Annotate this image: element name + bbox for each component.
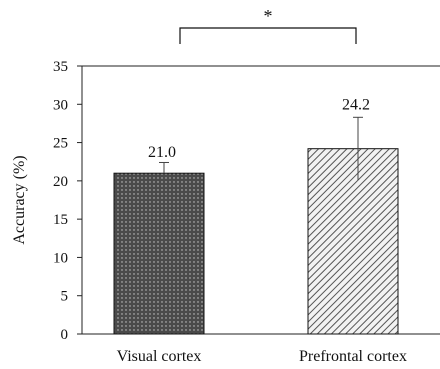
y-tick-label: 35 [53,59,68,75]
error-bars-group [159,116,363,181]
x-axis-labels: Visual cortex Prefrontal cortex [117,348,407,365]
data-label: 24.2 [342,96,370,113]
y-axis-ticks: 0 5 10 15 20 25 30 35 [53,59,82,343]
y-tick-label: 5 [61,289,69,305]
significance-star: * [264,6,273,26]
significance-bracket: * [179,6,357,44]
bars-group [113,148,399,335]
y-tick-label: 30 [53,97,68,113]
bar-visual-cortex [113,172,205,335]
data-label: 21.0 [148,144,176,161]
y-tick-label: 20 [53,174,68,190]
y-tick-label: 15 [53,212,68,228]
y-tick-label: 25 [53,136,68,152]
x-tick-label: Prefrontal cortex [299,348,407,365]
bar-prefrontal-cortex [307,148,399,335]
data-labels-group: 21.0 24.2 [148,96,370,161]
y-tick-label: 10 [53,250,68,266]
y-tick-label: 0 [61,327,69,343]
y-axis-title: Accuracy (%) [11,155,28,244]
significance-bracket-line [179,27,357,44]
x-tick-label: Visual cortex [117,348,202,365]
